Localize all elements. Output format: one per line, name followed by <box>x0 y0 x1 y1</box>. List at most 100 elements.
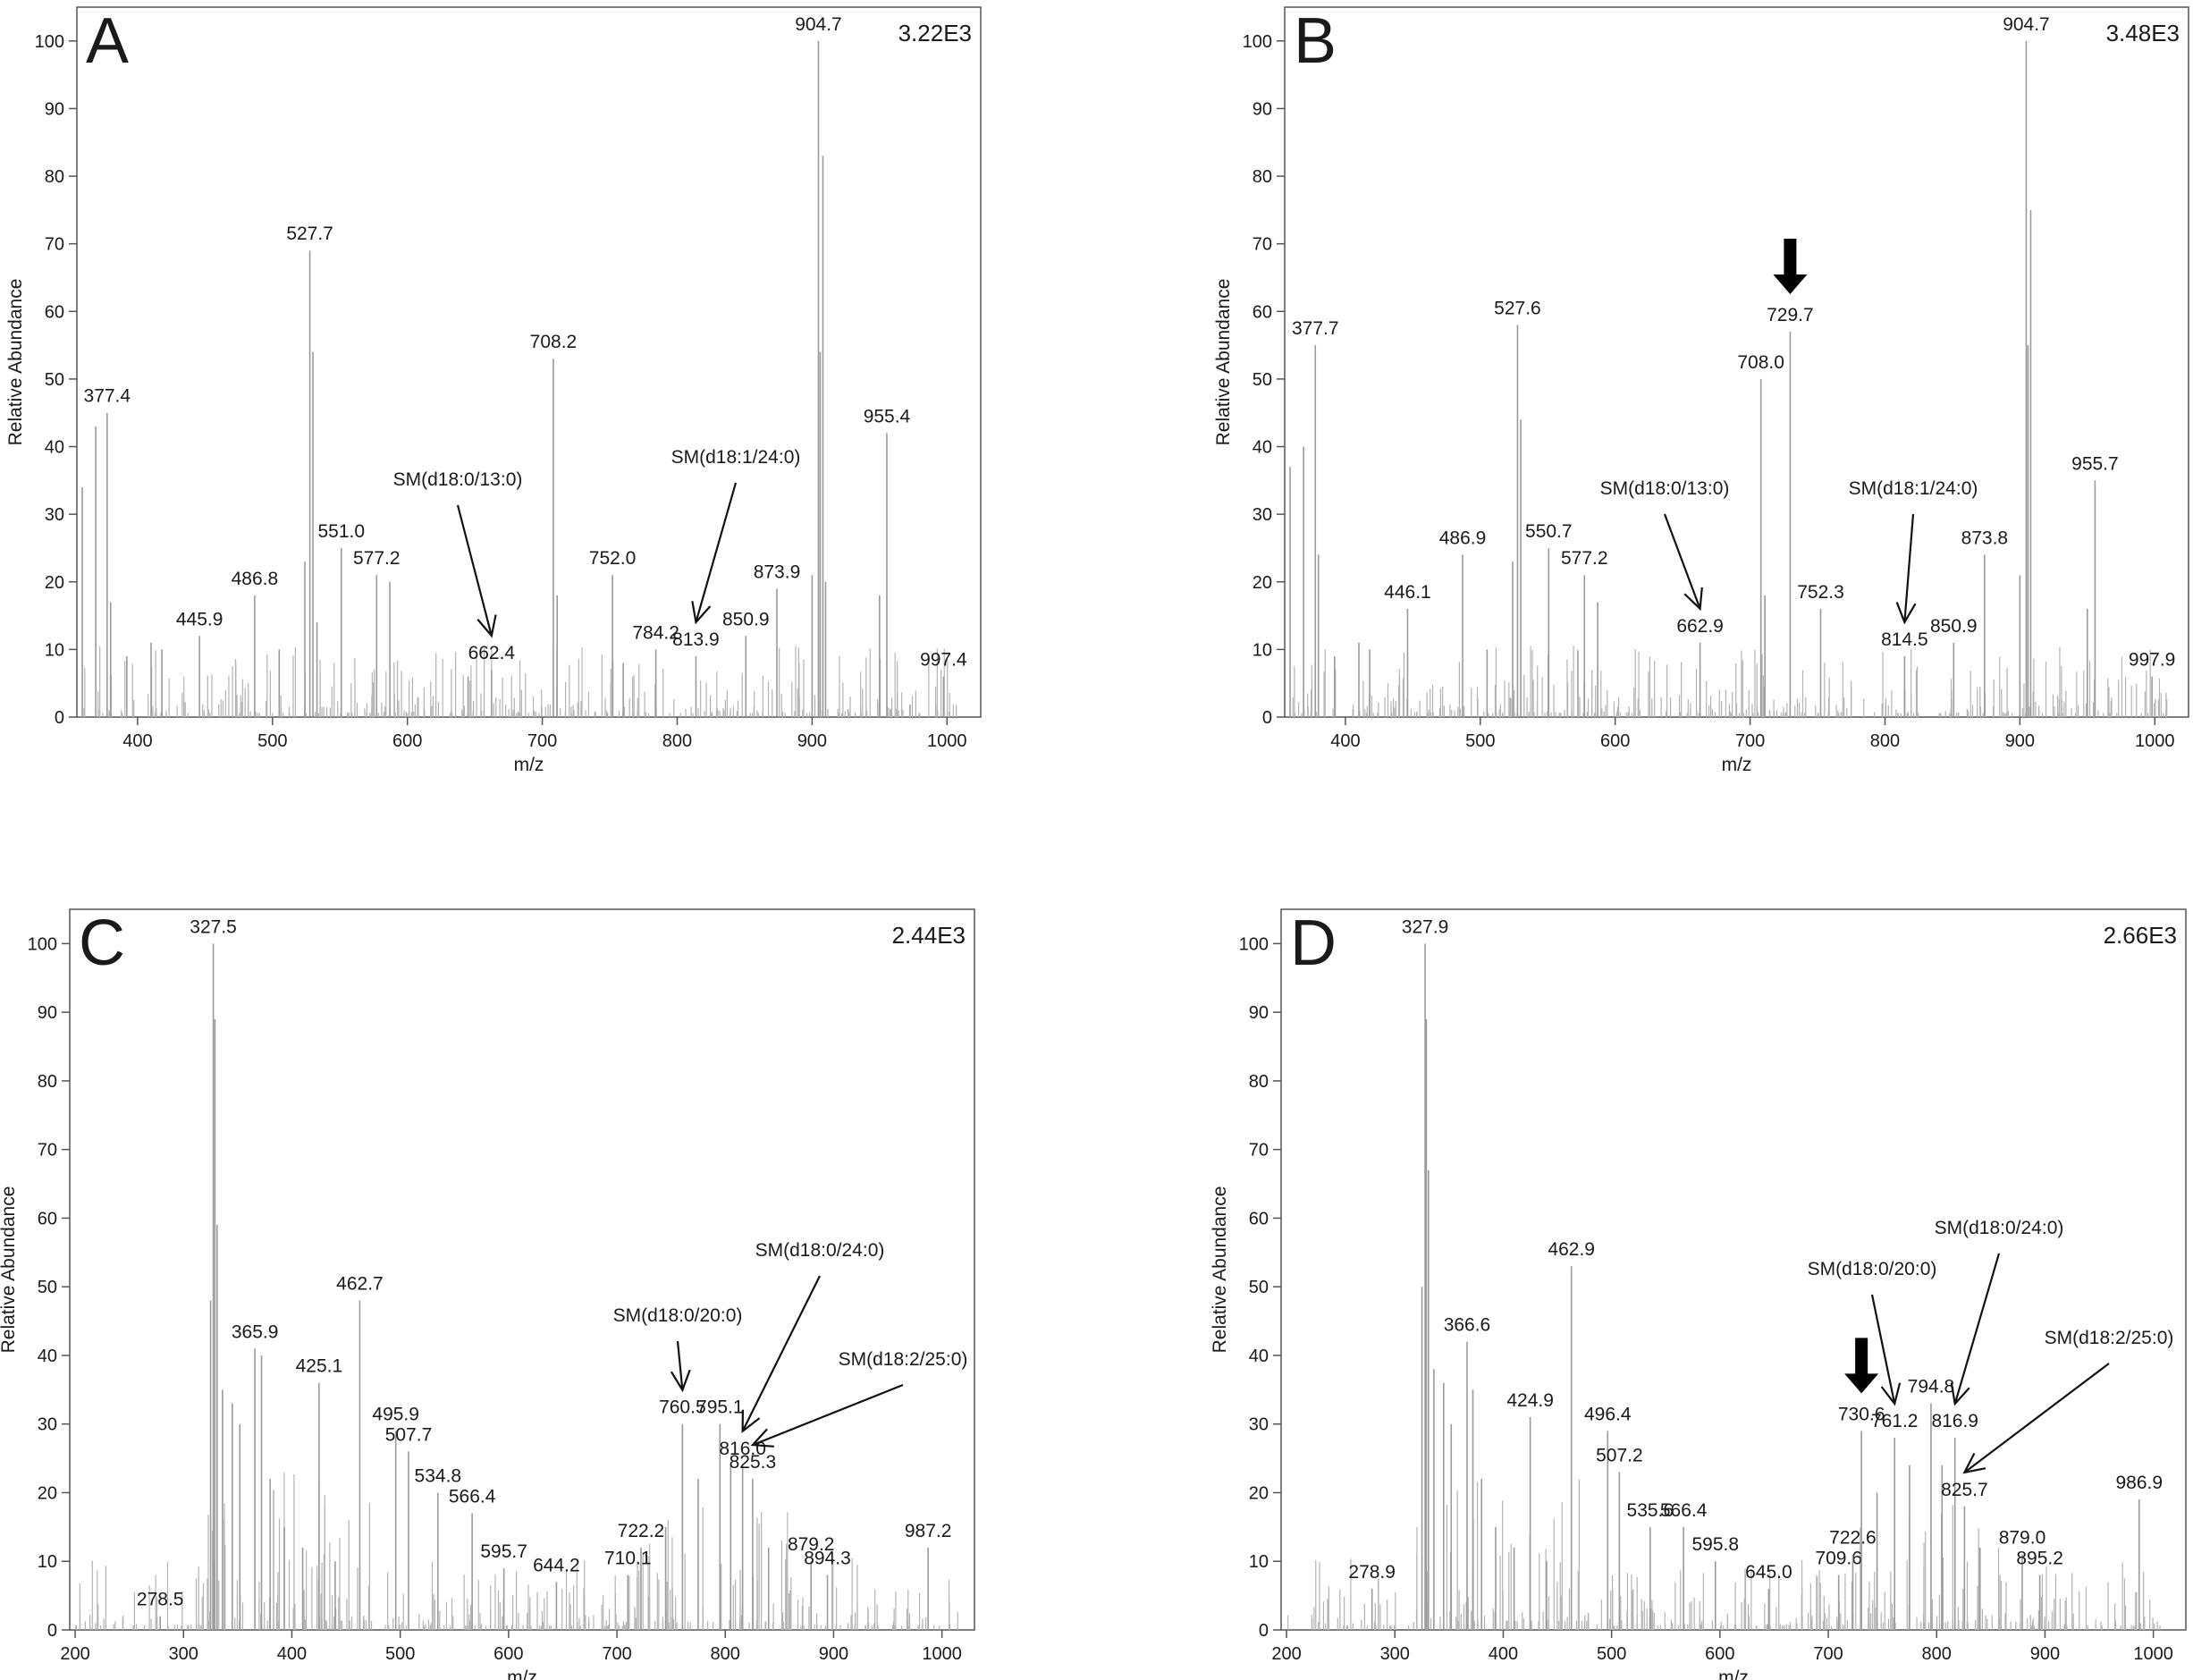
peak-label: 794.8 <box>1908 1377 1955 1397</box>
peak-label: 496.4 <box>1584 1404 1632 1424</box>
annotation-label: SM(d18:0/13:0) <box>393 469 523 490</box>
peak-label: 595.7 <box>480 1541 527 1562</box>
noise-peaks <box>1292 646 2168 717</box>
peak-label: 527.6 <box>1494 298 1541 318</box>
peak-label: 709.6 <box>1815 1549 1862 1569</box>
panel-letter: B <box>1294 5 1337 77</box>
y-tick-label: 100 <box>1243 32 1272 52</box>
y-tick-label: 50 <box>1249 1278 1269 1297</box>
x-tick-label: 800 <box>711 1644 740 1664</box>
annotation-label: SM(d18:0/20:0) <box>1808 1259 1937 1279</box>
x-axis-title: m/z <box>507 1667 537 1680</box>
intensity-label: 2.44E3 <box>892 922 966 949</box>
peak-label: 577.2 <box>1561 548 1608 569</box>
x-tick-label: 400 <box>1489 1644 1518 1664</box>
x-tick-label: 400 <box>122 731 152 751</box>
x-tick-label: 800 <box>662 731 692 751</box>
x-tick-label: 200 <box>60 1644 89 1664</box>
x-tick-label: 1000 <box>2133 1644 2173 1664</box>
x-tick-label: 500 <box>1597 1644 1626 1664</box>
peak-label: 507.2 <box>1596 1445 1643 1465</box>
x-tick-label: 600 <box>1600 731 1630 751</box>
y-tick-label: 40 <box>38 1347 57 1366</box>
annotation-label: SM(d18:1/24:0) <box>1849 478 1978 499</box>
annotation-arrow <box>1663 513 1701 610</box>
x-tick-label: 200 <box>1271 1644 1301 1664</box>
y-tick-label: 20 <box>1249 1483 1269 1503</box>
peak-label: 486.8 <box>232 569 279 589</box>
annotation-arrow <box>1903 513 1915 623</box>
x-tick-label: 800 <box>1922 1644 1952 1664</box>
y-tick-label: 70 <box>1249 1141 1269 1161</box>
annotation-arrow <box>1963 1363 2110 1473</box>
peak-label: 813.9 <box>672 629 720 650</box>
peak-label: 486.9 <box>1439 528 1487 549</box>
peak-label: 850.9 <box>1930 616 1978 637</box>
y-tick-label: 90 <box>45 99 64 119</box>
x-axis-title: m/z <box>1718 1667 1749 1680</box>
x-tick-label: 1000 <box>922 1644 962 1664</box>
plot-frame <box>1280 908 2187 1631</box>
intensity-label: 3.22E3 <box>898 20 972 46</box>
y-tick-label: 60 <box>45 302 64 322</box>
peak-label: 366.6 <box>1444 1315 1491 1336</box>
peak-label: 662.4 <box>468 643 516 663</box>
y-tick-label: 100 <box>1239 934 1269 954</box>
y-tick-label: 40 <box>1253 438 1272 458</box>
y-tick-label: 30 <box>1249 1415 1269 1435</box>
peak-label: 710.1 <box>604 1549 652 1569</box>
peak-label: 365.9 <box>232 1321 279 1342</box>
x-tick-label: 400 <box>277 1644 307 1664</box>
y-tick-label: 30 <box>38 1415 57 1435</box>
y-axis-title: Relative Abundance <box>5 279 26 446</box>
annotation-label: SM(d18:2/25:0) <box>839 1349 968 1370</box>
x-tick-label: 300 <box>1380 1644 1410 1664</box>
peak-label: 566.4 <box>449 1487 496 1507</box>
y-tick-label: 80 <box>1253 167 1272 187</box>
x-tick-label: 500 <box>1465 731 1495 751</box>
peak-label: 377.4 <box>84 386 131 407</box>
x-tick-label: 700 <box>1735 731 1765 751</box>
x-tick-label: 600 <box>392 731 422 751</box>
y-tick-label: 60 <box>38 1209 57 1228</box>
annotation-label: SM(d18:1/24:0) <box>671 447 801 468</box>
y-tick-label: 50 <box>38 1278 57 1297</box>
y-tick-label: 10 <box>45 640 64 660</box>
peak-label: 595.8 <box>1691 1534 1739 1555</box>
peak-label: 986.9 <box>2115 1473 2163 1493</box>
y-tick-label: 40 <box>45 438 64 458</box>
peak-label: 425.1 <box>296 1356 343 1377</box>
panel-d: 0 10 20 30 40 50 60 70 80 90 100 200 300 400 500 600 700… <box>1210 908 2187 1680</box>
y-tick-label: 90 <box>1253 99 1272 119</box>
annotation-arrow <box>741 1275 821 1432</box>
x-tick-label: 800 <box>1870 731 1900 751</box>
y-tick-label: 0 <box>47 1621 57 1641</box>
y-tick-label: 50 <box>45 370 64 390</box>
peak-label: 644.2 <box>533 1555 580 1575</box>
x-tick-label: 1000 <box>2135 731 2175 751</box>
y-tick-label: 70 <box>38 1141 57 1161</box>
x-tick-label: 300 <box>169 1644 198 1664</box>
x-axis-title: m/z <box>514 755 544 775</box>
y-tick-label: 10 <box>38 1552 57 1572</box>
x-tick-label: 600 <box>493 1644 523 1664</box>
y-tick-label: 100 <box>35 32 64 52</box>
peak-label: 507.7 <box>385 1424 433 1445</box>
annotation-arrow <box>456 504 493 637</box>
peak-label: 722.2 <box>618 1521 665 1541</box>
y-tick-label: 20 <box>45 573 64 593</box>
peak-label: 551.0 <box>317 521 365 542</box>
annotation-arrow <box>1953 1253 2001 1405</box>
peak-label: 816.9 <box>1931 1411 1978 1431</box>
y-tick-label: 10 <box>1249 1552 1269 1572</box>
y-tick-label: 80 <box>45 167 64 187</box>
bold-arrow-head <box>1773 274 1808 294</box>
peak-label: 825.3 <box>730 1452 777 1473</box>
annotation-arrow <box>1870 1294 1896 1405</box>
peak-label: 850.9 <box>722 609 770 629</box>
peak-label: 722.6 <box>1829 1528 1877 1549</box>
annotation-label: SM(d18:0/13:0) <box>1600 478 1730 499</box>
x-tick-label: 1000 <box>927 731 967 751</box>
annotation-label: SM(d18:0/24:0) <box>1935 1218 2064 1238</box>
peak-label: 895.2 <box>2016 1549 2063 1569</box>
